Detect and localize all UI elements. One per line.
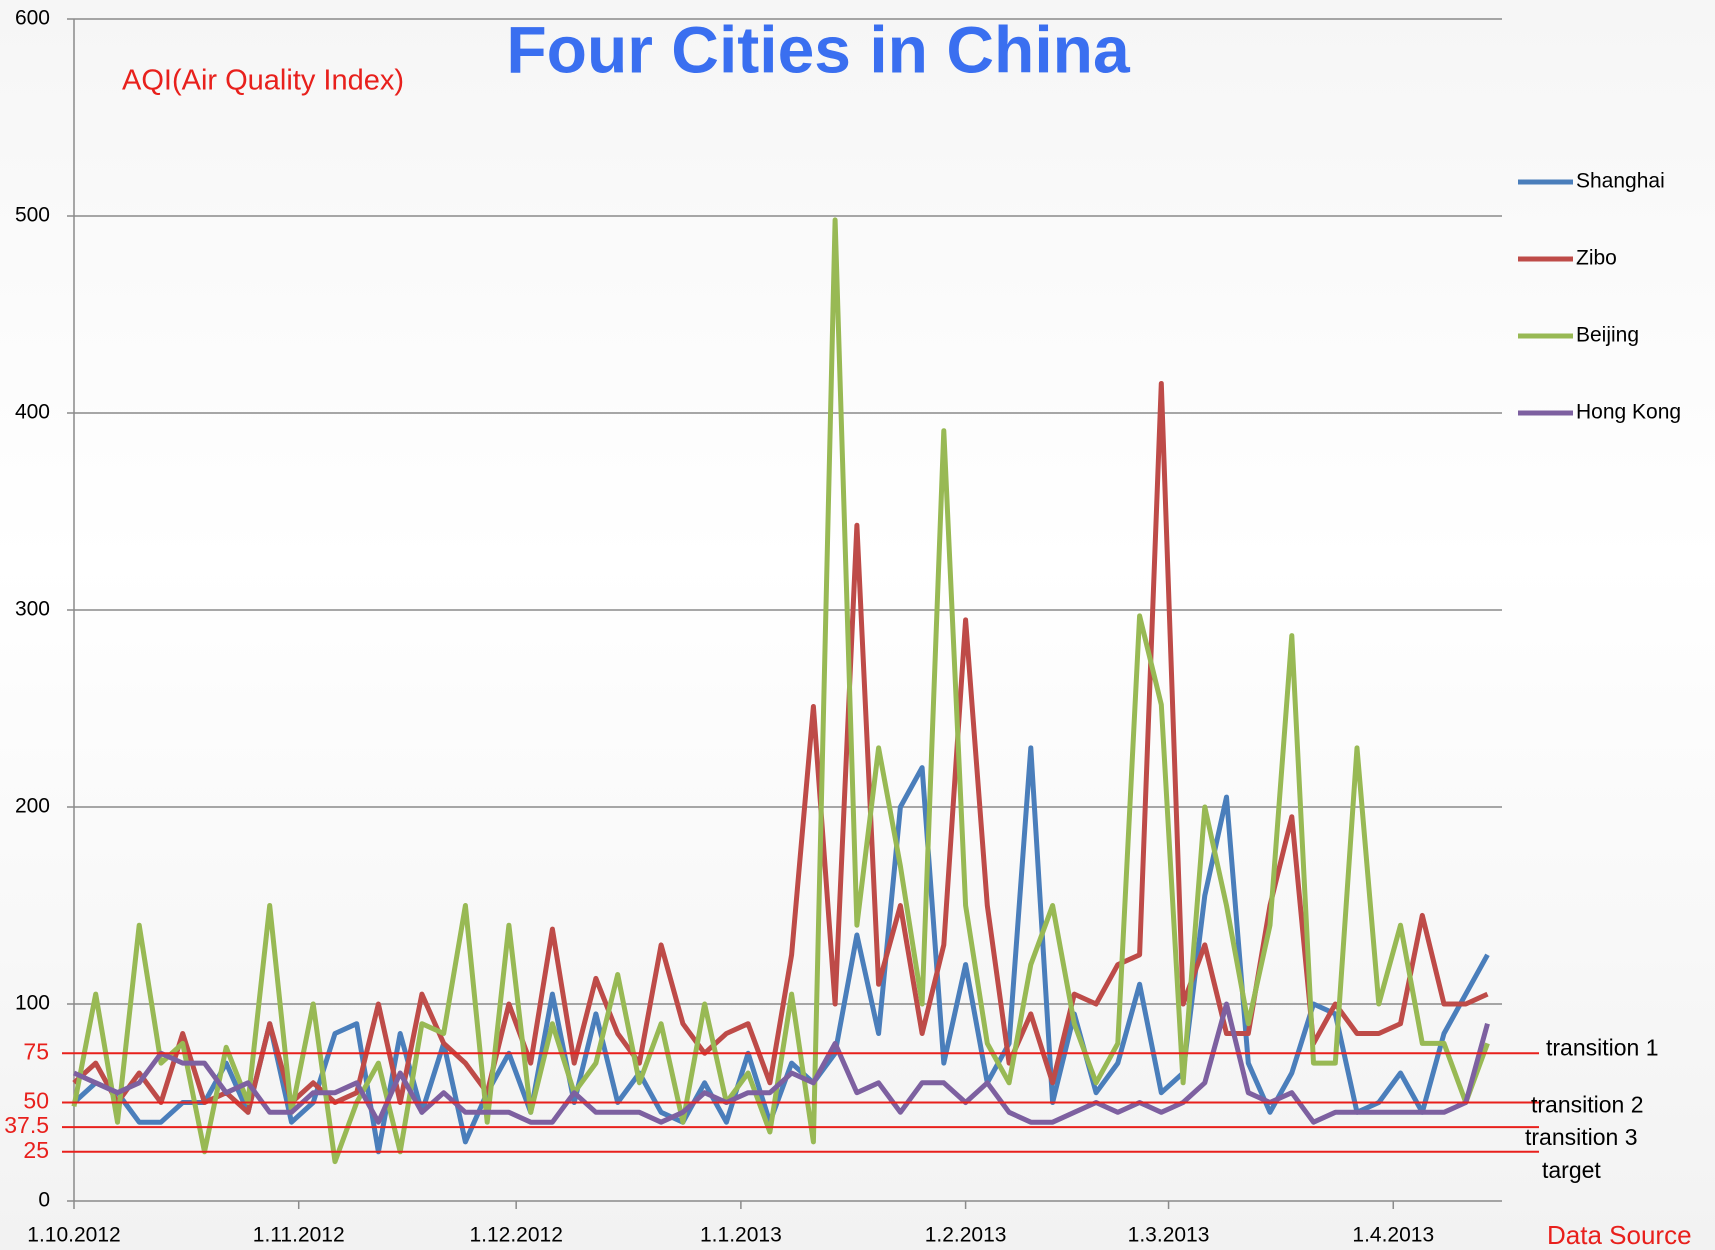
y-tick-label: 500 bbox=[15, 204, 50, 227]
y-axis-label: AQI(Air Quality Index) bbox=[122, 65, 404, 97]
reference-label: target bbox=[1542, 1157, 1601, 1183]
legend-label: Hong Kong bbox=[1576, 401, 1681, 424]
reference-label: transition 2 bbox=[1531, 1092, 1644, 1118]
x-tick-label: 1.10.2012 bbox=[27, 1224, 120, 1247]
x-tick-label: 1.12.2012 bbox=[469, 1224, 562, 1247]
series-line bbox=[71, 217, 1490, 1165]
y-tick-label: 300 bbox=[15, 598, 50, 621]
y-tick-label: 100 bbox=[15, 992, 50, 1015]
reference-value: 37.5 bbox=[4, 1112, 49, 1138]
reference-value: 50 bbox=[23, 1088, 49, 1114]
legend-label: Shanghai bbox=[1576, 170, 1665, 193]
y-tick-label: 200 bbox=[15, 795, 50, 818]
x-tick-label: 1.11.2012 bbox=[253, 1224, 345, 1247]
reference-label: transition 1 bbox=[1546, 1034, 1659, 1060]
series-line bbox=[72, 381, 1489, 1115]
y-tick-label: 400 bbox=[15, 401, 50, 424]
x-tick-label: 1.2.2013 bbox=[925, 1224, 1007, 1247]
reference-value: 25 bbox=[23, 1137, 49, 1163]
x-tick-label: 1.3.2013 bbox=[1128, 1224, 1210, 1247]
series-line bbox=[72, 1001, 1490, 1125]
data-source: Data Source bbox=[1547, 1220, 1692, 1250]
reference-value: 75 bbox=[23, 1038, 49, 1064]
legend-label: Zibo bbox=[1576, 247, 1617, 270]
y-tick-label: 600 bbox=[15, 7, 50, 30]
chart-title: Four Cities in China bbox=[506, 12, 1131, 86]
reference-label: transition 3 bbox=[1525, 1124, 1638, 1150]
legend-label: Beijing bbox=[1576, 324, 1639, 347]
x-tick-label: 1.1.2013 bbox=[700, 1224, 782, 1247]
x-tick-label: 1.4.2013 bbox=[1352, 1224, 1434, 1247]
series-line bbox=[72, 745, 1490, 1155]
y-tick-label: 0 bbox=[38, 1189, 50, 1212]
